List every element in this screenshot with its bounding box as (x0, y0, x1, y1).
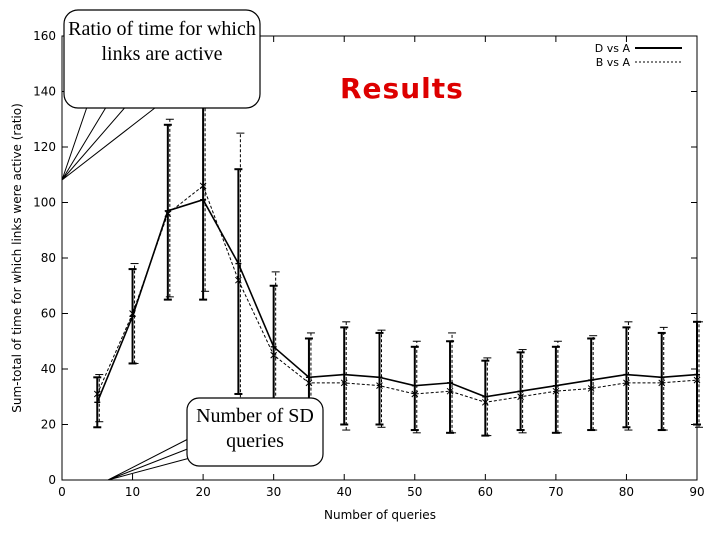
data-point (376, 382, 383, 390)
y-axis-label: Sum-total of time for which links were a… (10, 103, 24, 413)
data-point (482, 393, 489, 400)
y-tick-label: 140 (33, 85, 56, 99)
data-point (235, 260, 242, 267)
callout-queries-tail (107, 437, 191, 481)
legend-label-b-vs-a: B vs A (596, 56, 631, 69)
data-point (235, 276, 242, 284)
data-point (623, 379, 630, 387)
x-tick-label: 30 (266, 485, 281, 499)
series-line (96, 185, 698, 403)
data-point (658, 379, 666, 387)
y-tick-label: 80 (41, 251, 56, 265)
x-tick-label: 80 (619, 485, 634, 499)
data-point (94, 399, 101, 406)
data-point (164, 210, 172, 217)
x-tick-label: 0 (58, 485, 66, 499)
callout-ratio-bubble (63, 9, 261, 109)
data-point (411, 390, 419, 398)
x-axis-label: Number of queries (324, 508, 436, 522)
callout-ratio-tail (61, 103, 161, 181)
series-line (96, 198, 698, 403)
data-point (481, 398, 489, 406)
data-point (270, 343, 277, 350)
data-point (693, 376, 701, 384)
x-tick-label: 20 (195, 485, 210, 499)
y-tick-label: 160 (33, 29, 56, 43)
data-point (270, 351, 278, 359)
legend-label-d-vs-a: D vs A (595, 42, 631, 55)
y-tick-label: 60 (41, 307, 56, 321)
y-tick-labels: 0 20 40 60 80 100 120 140 160 (33, 29, 56, 487)
slide-title: Results (340, 72, 464, 105)
data-point (305, 379, 313, 387)
data-point (340, 379, 348, 387)
x-tick-label: 70 (548, 485, 563, 499)
y-tick-label: 120 (33, 140, 56, 154)
data-point (446, 387, 454, 395)
data-point (447, 379, 454, 386)
x-tick-label: 60 (478, 485, 493, 499)
y-tick-label: 20 (41, 418, 56, 432)
x-tick-label: 50 (407, 485, 422, 499)
legend: D vs A B vs A (595, 42, 682, 69)
y-tick-label: 40 (41, 362, 56, 376)
data-point (376, 374, 383, 381)
data-point (93, 390, 101, 398)
x-tick-label: 40 (337, 485, 352, 499)
data-point (199, 182, 207, 190)
x-tick-labels: 0 10 20 30 40 50 60 70 80 90 (58, 485, 704, 499)
data-point (552, 387, 560, 395)
callout-queries-bubble (186, 397, 324, 467)
y-tick-label: 100 (33, 196, 56, 210)
data-point (305, 374, 312, 381)
data-point (129, 310, 136, 317)
callout-ratio-text: Ratio of time for which links are active (68, 18, 256, 65)
data-point (517, 393, 524, 401)
data-point (587, 385, 595, 392)
data-point (588, 377, 595, 384)
y-tick-label: 0 (48, 473, 56, 487)
x-tick-label: 90 (689, 485, 704, 499)
callout-queries-text: Number of SD queries (196, 405, 314, 452)
x-tick-label: 10 (125, 485, 140, 499)
series-d-vs-a (93, 35, 701, 437)
